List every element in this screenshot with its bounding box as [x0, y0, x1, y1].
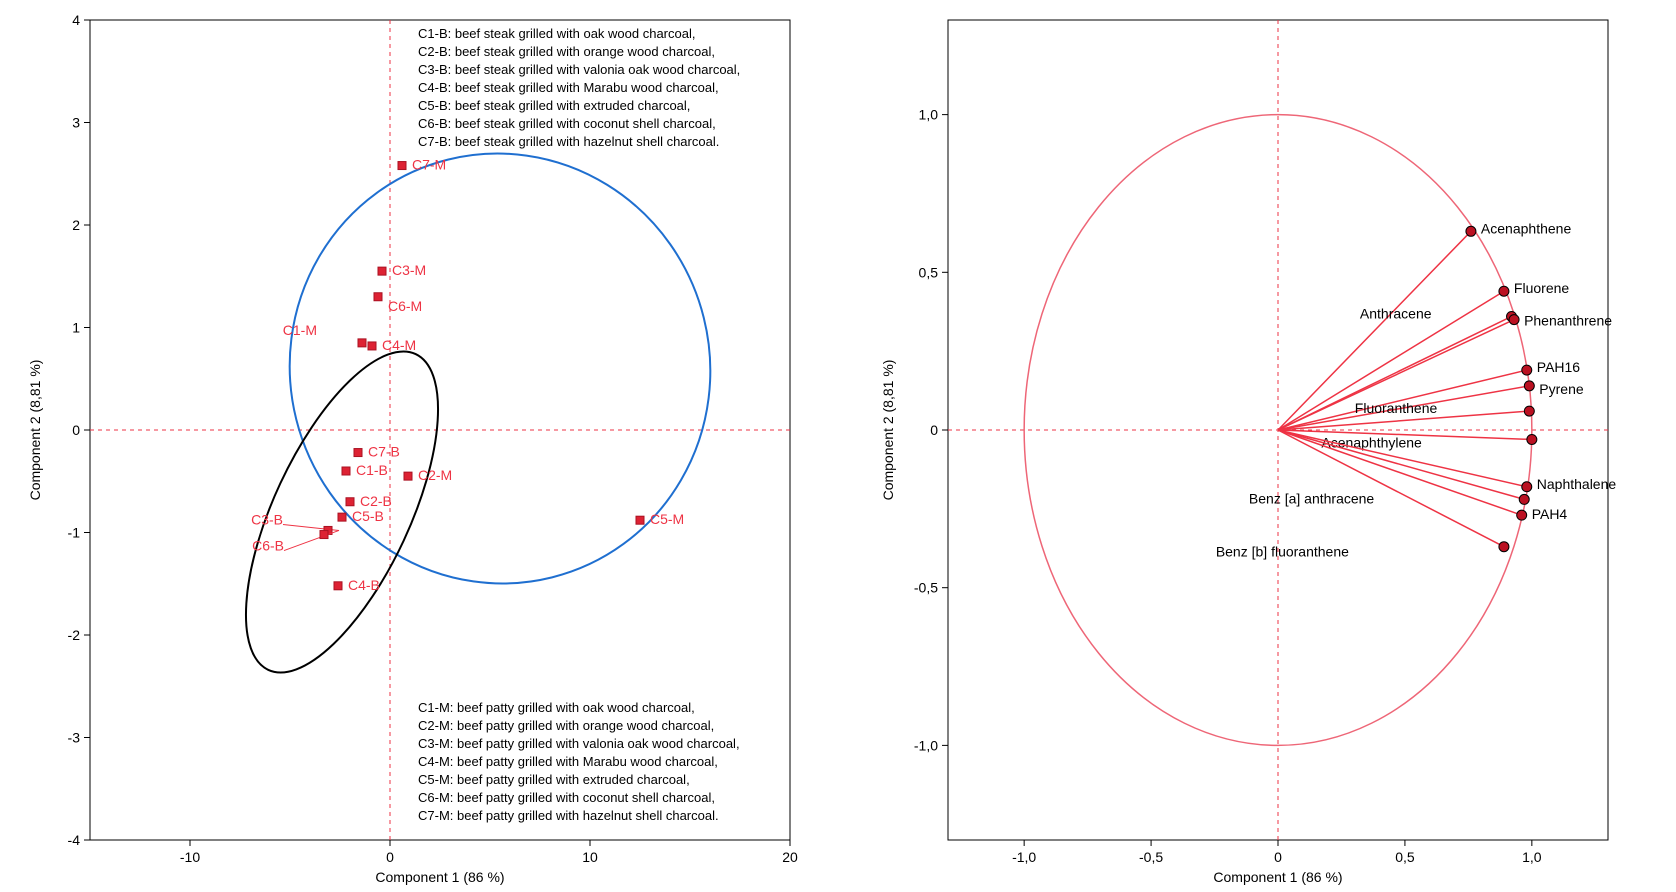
x-tick-label: 0,5 — [1395, 849, 1415, 865]
legend-bottom-line: C5-M: beef patty grilled with extruded c… — [418, 772, 690, 787]
legend-bottom-line: C3-M: beef patty grilled with valonia oa… — [418, 736, 740, 751]
loading-point — [1517, 510, 1527, 520]
score-point — [320, 531, 328, 539]
legend-bottom-line: C6-M: beef patty grilled with coconut sh… — [418, 790, 715, 805]
y-tick-label: 0 — [72, 422, 80, 438]
legend-top-line: C3-B: beef steak grilled with valonia oa… — [418, 62, 740, 77]
score-point — [636, 516, 644, 524]
score-point — [354, 449, 362, 457]
loading-point — [1522, 482, 1532, 492]
loading-label: Fluorene — [1514, 280, 1569, 296]
loading-label: Fluoranthene — [1355, 400, 1438, 416]
y-axis-title: Component 2 (8,81 %) — [27, 360, 43, 501]
loading-point — [1524, 381, 1534, 391]
y-tick-label: -0,5 — [914, 580, 938, 596]
y-tick-label: 0 — [930, 422, 938, 438]
score-point — [374, 293, 382, 301]
score-point — [342, 467, 350, 475]
y-tick-label: 3 — [72, 115, 80, 131]
loading-label: Benz [a] anthracene — [1249, 490, 1375, 506]
legend-top-line: C5-B: beef steak grilled with extruded c… — [418, 98, 690, 113]
loading-label: PAH16 — [1537, 359, 1581, 375]
loading-point — [1527, 434, 1537, 444]
loading-label: Acenaphthene — [1481, 220, 1572, 236]
legend-bottom-line: C7-M: beef patty grilled with hazelnut s… — [418, 808, 719, 823]
score-point-label: C7-B — [368, 444, 400, 460]
score-point-label: C6-M — [388, 298, 422, 314]
cluster-ellipse — [207, 325, 478, 698]
score-point-label: C2-B — [360, 493, 392, 509]
x-tick-label: 0 — [386, 849, 394, 865]
score-point-label: C5-M — [650, 511, 684, 527]
loading-label: Benz [b] fluoranthene — [1216, 544, 1349, 560]
x-tick-label: 1,0 — [1522, 849, 1542, 865]
x-axis-title: Component 1 (86 %) — [375, 869, 504, 885]
loading-point — [1519, 494, 1529, 504]
score-point-label: C3-B — [251, 511, 283, 527]
score-point — [338, 513, 346, 521]
legend-top-line: C1-B: beef steak grilled with oak wood c… — [418, 26, 695, 41]
legend-bottom-line: C4-M: beef patty grilled with Marabu woo… — [418, 754, 718, 769]
loadings-plot: -1,0 -0,5 0 0,5 1,0 -1,0 -0,5 0 0,5 1,0 Component … — [838, 0, 1676, 892]
x-tick-label: -1,0 — [1012, 849, 1036, 865]
loading-point — [1499, 286, 1509, 296]
score-point-label: C6-B — [252, 538, 284, 554]
loading-point — [1499, 542, 1509, 552]
x-tick-label: -10 — [180, 849, 200, 865]
loading-label: Acenaphthylene — [1321, 434, 1422, 450]
loading-label: PAH4 — [1532, 506, 1568, 522]
score-point-label: C1-B — [356, 462, 388, 478]
score-point — [346, 498, 354, 506]
y-tick-label: 1 — [72, 320, 80, 336]
score-point — [404, 472, 412, 480]
score-point-label: C2-M — [418, 467, 452, 483]
y-tick-label: -2 — [68, 627, 81, 643]
x-tick-label: -0,5 — [1139, 849, 1163, 865]
pca-figure: -1001020-4-3-2-101234Component 1 (86 %)C… — [0, 0, 1676, 892]
cluster-ellipse — [244, 109, 756, 628]
loading-label: Naphthalene — [1537, 476, 1617, 492]
legend-top-line: C4-B: beef steak grilled with Marabu woo… — [418, 80, 719, 95]
loading-point — [1524, 406, 1534, 416]
score-point-label: C5-B — [352, 508, 384, 524]
score-point — [368, 342, 376, 350]
score-point — [358, 339, 366, 347]
score-point-label: C3-M — [392, 262, 426, 278]
loading-label: Phenanthrene — [1524, 313, 1612, 329]
loading-label: Pyrene — [1539, 381, 1584, 397]
legend-top-line: C7-B: beef steak grilled with hazelnut s… — [418, 134, 719, 149]
score-point-label: C1-M — [283, 322, 317, 338]
leader-line — [284, 530, 339, 550]
score-point — [398, 162, 406, 170]
y-tick-label: -3 — [68, 730, 81, 746]
y-tick-label: 2 — [72, 217, 80, 233]
legend-bottom-line: C1-M: beef patty grilled with oak wood c… — [418, 700, 695, 715]
score-point-label: C7-M — [412, 157, 446, 173]
legend-bottom-line: C2-M: beef patty grilled with orange woo… — [418, 718, 714, 733]
loading-label: Anthracene — [1360, 305, 1432, 321]
y-tick-label: 0,5 — [919, 264, 939, 280]
y-axis-title: Component 2 (8,81 %) — [880, 360, 896, 501]
score-point-label: C4-B — [348, 577, 380, 593]
x-tick-label: 10 — [582, 849, 598, 865]
legend-top-line: C2-B: beef steak grilled with orange woo… — [418, 44, 715, 59]
y-tick-label: -1,0 — [914, 737, 938, 753]
score-point — [334, 582, 342, 590]
loading-point — [1522, 365, 1532, 375]
x-tick-label: 20 — [782, 849, 798, 865]
loading-point — [1509, 315, 1519, 325]
loading-point — [1466, 226, 1476, 236]
x-tick-label: 0 — [1274, 849, 1282, 865]
y-tick-label: 1,0 — [919, 107, 939, 123]
y-tick-label: -4 — [68, 832, 81, 848]
y-tick-label: -1 — [68, 525, 81, 541]
score-point-label: C4-M — [382, 337, 416, 353]
scores-plot: -1001020-4-3-2-101234Component 1 (86 %)C… — [0, 0, 838, 892]
y-tick-label: 4 — [72, 12, 80, 28]
legend-top-line: C6-B: beef steak grilled with coconut sh… — [418, 116, 716, 131]
score-point — [378, 267, 386, 275]
x-axis-title: Component 1 (86 %) — [1213, 869, 1342, 885]
